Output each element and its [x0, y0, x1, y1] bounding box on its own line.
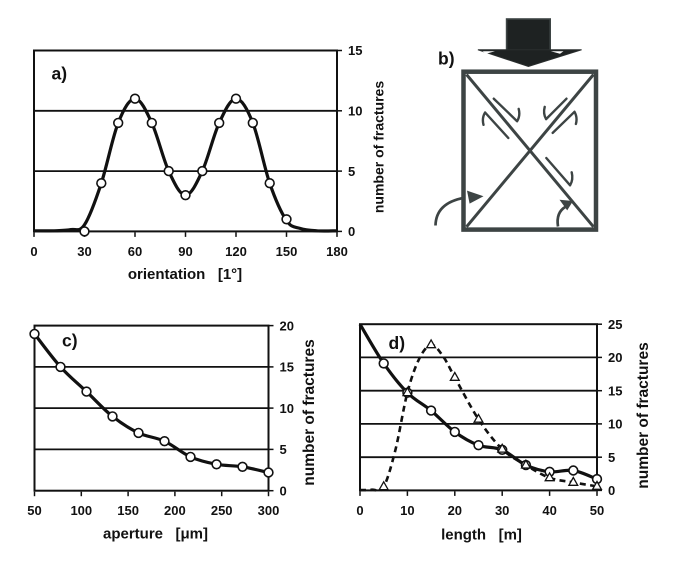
svg-text:15: 15: [608, 383, 622, 398]
svg-text:5: 5: [348, 164, 355, 179]
svg-text:d): d): [389, 333, 406, 353]
svg-text:0: 0: [280, 483, 287, 498]
svg-text:5: 5: [608, 450, 615, 465]
svg-text:300: 300: [258, 503, 280, 518]
svg-text:100: 100: [70, 503, 92, 518]
svg-text:15: 15: [280, 360, 294, 375]
svg-text:25: 25: [608, 317, 622, 332]
svg-text:180: 180: [326, 244, 348, 259]
svg-text:60: 60: [128, 244, 142, 259]
svg-text:number of fractures: number of fractures: [371, 81, 387, 213]
svg-text:10: 10: [280, 401, 294, 416]
svg-text:50: 50: [27, 503, 41, 518]
svg-text:30: 30: [495, 503, 509, 518]
svg-text:0: 0: [348, 224, 355, 239]
svg-text:50: 50: [590, 503, 604, 518]
svg-text:5: 5: [280, 442, 287, 457]
svg-text:0: 0: [30, 244, 37, 259]
svg-text:0: 0: [356, 503, 363, 518]
svg-text:number of fractures: number of fractures: [301, 339, 318, 485]
svg-text:200: 200: [164, 503, 186, 518]
svg-text:number of fractures: number of fractures: [635, 342, 652, 488]
svg-text:120: 120: [225, 244, 247, 259]
svg-text:40: 40: [542, 503, 556, 518]
svg-text:aperture [μm]: aperture [μm]: [103, 526, 208, 543]
svg-text:150: 150: [276, 244, 298, 259]
svg-text:10: 10: [608, 417, 622, 432]
svg-text:c): c): [62, 331, 78, 351]
svg-text:20: 20: [608, 350, 622, 365]
svg-text:b): b): [438, 49, 455, 69]
svg-text:90: 90: [178, 244, 192, 259]
svg-text:10: 10: [348, 104, 362, 119]
svg-text:15: 15: [348, 43, 362, 58]
svg-text:30: 30: [77, 244, 91, 259]
svg-text:0: 0: [608, 483, 615, 498]
svg-text:20: 20: [280, 318, 294, 333]
svg-text:20: 20: [448, 503, 462, 518]
svg-text:orientation [1°]: orientation [1°]: [128, 266, 242, 283]
svg-text:10: 10: [400, 503, 414, 518]
svg-text:a): a): [52, 64, 68, 84]
svg-text:length [m]: length [m]: [441, 527, 522, 544]
svg-text:250: 250: [211, 503, 233, 518]
svg-text:150: 150: [117, 503, 139, 518]
